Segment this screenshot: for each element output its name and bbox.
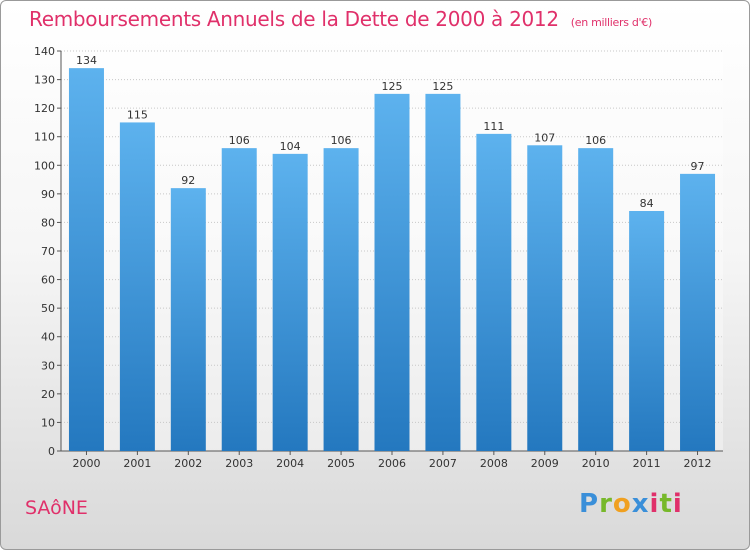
place-name: SAôNE (25, 497, 88, 519)
bar-value-label: 92 (181, 174, 195, 187)
bar (323, 148, 359, 451)
bar-value-label: 106 (585, 134, 606, 147)
bar-value-label: 104 (280, 140, 301, 153)
logo-letter: P (579, 489, 600, 519)
chart-title: Remboursements Annuels de la Dette de 20… (29, 7, 652, 31)
x-tick-label: 2008 (480, 457, 508, 470)
x-tick-label: 2006 (378, 457, 406, 470)
y-tick-label: 20 (41, 388, 55, 401)
x-tick-label: 2000 (72, 457, 100, 470)
bar-value-label: 115 (127, 108, 148, 121)
x-tick-label: 2012 (684, 457, 712, 470)
x-tick-label: 2005 (327, 457, 355, 470)
bar-value-label: 125 (432, 80, 453, 93)
bar (527, 145, 563, 452)
x-tick-label: 2001 (123, 457, 151, 470)
bar-value-label: 106 (331, 134, 352, 147)
y-tick-label: 40 (41, 331, 55, 344)
x-tick-label: 2002 (174, 457, 202, 470)
y-tick-label: 30 (41, 359, 55, 372)
y-tick-label: 110 (34, 131, 55, 144)
bar-value-label: 134 (76, 54, 97, 67)
y-tick-label: 80 (41, 216, 55, 229)
y-tick-label: 10 (41, 416, 55, 429)
chart-title-text: Remboursements Annuels de la Dette de 20… (29, 7, 559, 31)
bar (476, 133, 512, 451)
chart-subtitle: (en milliers d'€) (570, 16, 652, 29)
x-tick-label: 2007 (429, 457, 457, 470)
bar-value-label: 125 (382, 80, 403, 93)
proxiti-logo: Proxiti (579, 489, 683, 519)
logo-letter: i (649, 489, 660, 519)
labels: 134 2000 115 2001 92 2002 106 2003 104 2004 106 200… (72, 54, 711, 470)
bar (68, 68, 104, 452)
bar-value-label: 107 (534, 131, 555, 144)
logo-letter: i (672, 489, 683, 519)
y-tick-label: 60 (41, 274, 55, 287)
bar (374, 93, 410, 451)
bar (221, 148, 257, 451)
bar (629, 211, 665, 451)
y-tick-label: 130 (34, 74, 55, 87)
x-tick-label: 2004 (276, 457, 304, 470)
x-tick-label: 2003 (225, 457, 253, 470)
logo-letter: t (659, 489, 673, 519)
bar (425, 93, 461, 451)
bar-value-label: 84 (640, 197, 654, 210)
x-tick-label: 2011 (633, 457, 661, 470)
logo-letter: x (631, 489, 650, 519)
bar (578, 148, 614, 451)
bar-value-label: 106 (229, 134, 250, 147)
bars (68, 68, 716, 452)
bar-value-label: 97 (691, 160, 705, 173)
x-tick-label: 2010 (582, 457, 610, 470)
y-tick-label: 0 (48, 445, 55, 458)
bar (119, 122, 155, 451)
x-tick-label: 2009 (531, 457, 559, 470)
y-tick-label: 100 (34, 159, 55, 172)
axes: 0 10 20 30 40 50 60 70 80 90 100 110 120 130 140 (34, 45, 723, 458)
bar (272, 153, 308, 451)
y-tick-label: 50 (41, 302, 55, 315)
bar-value-label: 111 (483, 120, 504, 133)
bar (170, 188, 206, 451)
y-tick-label: 70 (41, 245, 55, 258)
y-tick-label: 120 (34, 102, 55, 115)
bar (680, 173, 716, 451)
y-tick-label: 140 (34, 45, 55, 58)
y-tick-label: 90 (41, 188, 55, 201)
logo-letter: o (612, 489, 632, 519)
logo-letter: r (599, 489, 613, 519)
